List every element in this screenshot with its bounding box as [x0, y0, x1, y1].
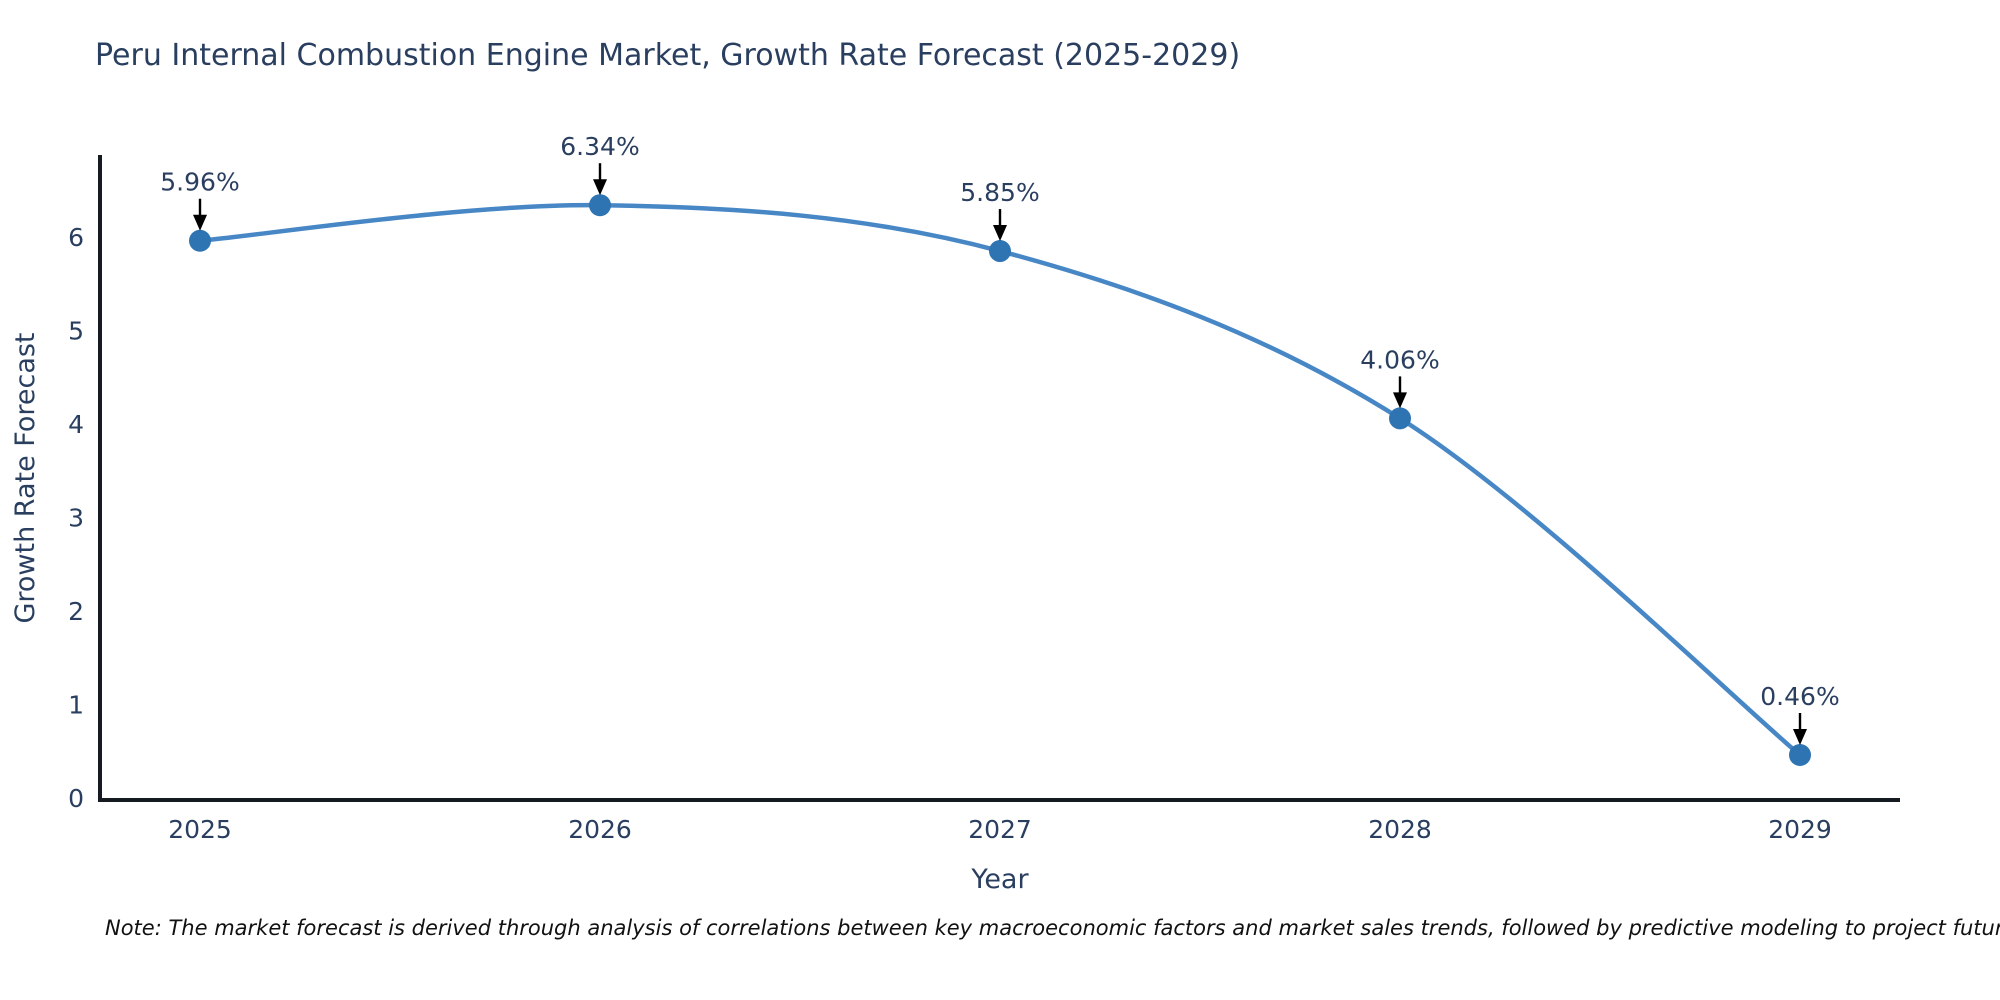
x-tick-label: 2027 — [968, 815, 1032, 844]
point-value-label: 4.06% — [1360, 345, 1439, 374]
y-tick-label: 0 — [68, 784, 84, 813]
data-point-marker — [989, 240, 1011, 263]
y-tick-label: 4 — [68, 410, 84, 439]
data-point-marker — [189, 229, 211, 252]
point-value-label: 5.96% — [160, 168, 239, 197]
data-point-marker — [1389, 407, 1411, 430]
y-axis-title: Growth Rate Forecast — [10, 332, 41, 623]
data-point-marker — [589, 194, 611, 217]
x-axis-title: Year — [970, 864, 1029, 895]
data-point-marker — [1789, 743, 1811, 766]
forecast-line — [197, 202, 1803, 758]
x-tick-label: 2029 — [1768, 815, 1832, 844]
x-tick-label: 2028 — [1368, 815, 1432, 844]
y-tick-label: 6 — [68, 223, 84, 252]
y-tick-label: 3 — [68, 504, 84, 533]
chart-title: Peru Internal Combustion Engine Market, … — [95, 38, 1241, 73]
point-value-label: 5.85% — [960, 178, 1039, 207]
annotation-arrow-head-icon — [593, 179, 607, 196]
footnote: Note: The market forecast is derived thr… — [105, 916, 2000, 940]
annotation-arrow-head-icon — [1793, 728, 1807, 745]
y-tick-label: 2 — [68, 597, 84, 626]
annotation-arrow-head-icon — [193, 214, 207, 231]
point-value-label: 0.46% — [1760, 682, 1839, 711]
x-tick-label: 2025 — [168, 815, 232, 844]
y-tick-label: 1 — [68, 691, 84, 720]
annotation-arrow-head-icon — [993, 225, 1007, 242]
point-value-label: 6.34% — [560, 132, 639, 161]
annotation-arrow-head-icon — [1393, 392, 1407, 409]
y-tick-label: 5 — [68, 317, 84, 346]
x-tick-label: 2026 — [568, 815, 632, 844]
